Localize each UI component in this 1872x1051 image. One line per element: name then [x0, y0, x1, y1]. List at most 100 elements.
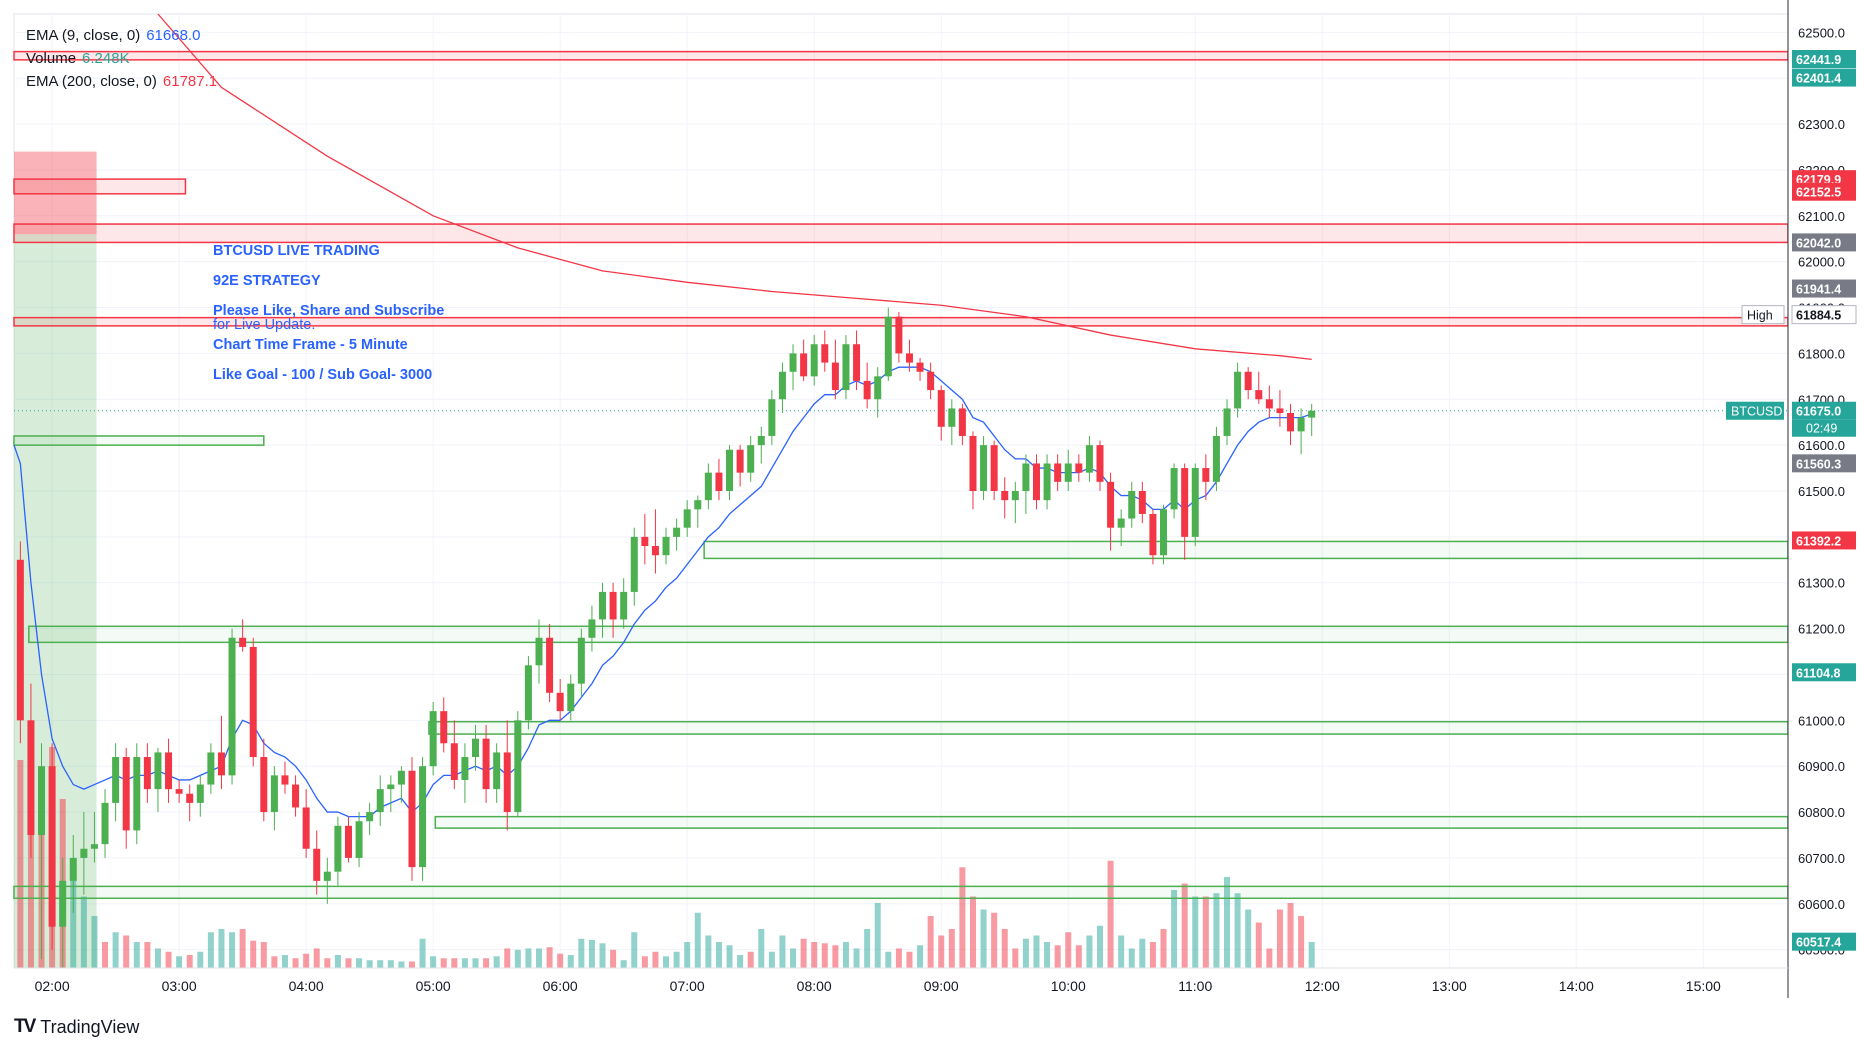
candle: [1244, 367, 1252, 400]
candle-body: [397, 770, 405, 785]
volume-bar: [345, 958, 352, 968]
y-tick-label: 60600.0: [1798, 897, 1845, 912]
volume-bar: [356, 958, 363, 968]
countdown-label: 02:49: [1806, 422, 1837, 436]
volume-bar: [525, 948, 532, 968]
candle: [1001, 477, 1009, 519]
candle-body: [313, 848, 321, 881]
candle: [1117, 509, 1125, 547]
ema200-line: [157, 13, 1312, 361]
volume-value: 6.248K: [82, 50, 130, 67]
candle: [440, 697, 448, 753]
candle-body: [535, 637, 543, 666]
candle: [334, 816, 342, 886]
volume-bar: [938, 935, 945, 968]
candle: [736, 445, 744, 487]
candle-body: [969, 435, 977, 491]
candle-body: [1064, 463, 1072, 482]
sr-zone: [428, 720, 1789, 735]
candle-body: [800, 353, 808, 377]
volume-bar: [1054, 945, 1061, 968]
volume-bar: [821, 943, 828, 968]
price-axis: [1788, 0, 1872, 998]
volume-bar: [461, 958, 468, 968]
x-tick-label: 03:00: [162, 978, 197, 994]
candle: [493, 743, 501, 803]
candle-body: [990, 445, 998, 491]
volume-bar: [239, 929, 246, 968]
candle: [101, 789, 109, 858]
candle: [90, 812, 98, 863]
volume-bar: [1044, 942, 1051, 968]
candle-body: [48, 766, 56, 927]
candle: [1202, 454, 1210, 501]
brand-name: TradingView: [40, 1016, 140, 1037]
volume-bar: [112, 932, 119, 968]
volume-bar: [663, 956, 670, 968]
candle: [1212, 426, 1220, 491]
legend-ema9[interactable]: EMA (9, close, 0) 61668.0: [26, 27, 201, 44]
candle: [133, 743, 141, 845]
volume-bar: [377, 960, 384, 968]
price-label: 62441.9: [1796, 53, 1841, 67]
candle-body: [165, 752, 173, 790]
tradingview-logo-icon: TV: [14, 1016, 36, 1037]
volume-bar: [694, 912, 701, 968]
x-tick-label: 09:00: [924, 978, 959, 994]
volume-bar: [620, 960, 627, 968]
note-timeframe: Chart Time Frame - 5 Minute: [213, 337, 408, 353]
volume-bar: [303, 953, 310, 968]
volume-bar: [1086, 935, 1093, 968]
legend-volume[interactable]: Volume 6.248K: [26, 50, 130, 67]
candle: [694, 495, 702, 528]
price-label-box: [1792, 233, 1856, 252]
x-tick-label: 12:00: [1305, 978, 1340, 994]
candle: [895, 312, 903, 363]
candle-body: [1054, 463, 1062, 482]
candle-body: [1085, 445, 1093, 473]
x-tick-label: 13:00: [1432, 978, 1467, 994]
candle-body: [651, 546, 659, 556]
price-label-box: [1792, 401, 1856, 420]
volume-bar: [895, 948, 902, 968]
candle: [1308, 403, 1316, 436]
candle: [355, 812, 363, 868]
volume-bar: [281, 955, 288, 968]
chart-notes: BTCUSD LIVE TRADING 92E STRATEGY Please …: [213, 243, 444, 397]
candle-body: [524, 665, 532, 721]
candle: [461, 743, 469, 803]
candle-body: [133, 757, 141, 831]
volume-bar: [1022, 938, 1029, 968]
candle: [1234, 362, 1242, 418]
sr-zone: [13, 435, 265, 446]
volume-bar: [980, 909, 987, 968]
volume-bar: [1149, 942, 1156, 968]
volume-bar: [483, 958, 490, 968]
volume-bar: [790, 948, 797, 968]
candle: [1022, 454, 1030, 514]
candle-body: [884, 316, 892, 377]
candle: [757, 426, 765, 464]
candle: [651, 509, 659, 574]
candle-body: [450, 743, 458, 780]
price-tag-box: [1726, 401, 1784, 420]
tradingview-brand[interactable]: TV TradingView: [14, 1016, 139, 1038]
volume-bar: [599, 943, 606, 968]
ema9-value: 61668.0: [146, 27, 201, 44]
volume-bar: [408, 961, 415, 968]
volume-bar: [197, 951, 204, 968]
candle-body: [1107, 481, 1115, 528]
price-label-box: [1792, 531, 1856, 550]
legend-ema200[interactable]: EMA (200, close, 0) 61787.1: [26, 73, 218, 90]
candle: [567, 674, 575, 721]
volume-bar: [324, 958, 331, 968]
candle-body: [1297, 417, 1305, 432]
candle-body: [239, 637, 247, 647]
candle: [1128, 481, 1136, 528]
candle-body: [694, 500, 702, 510]
volume-bar: [250, 940, 257, 968]
candle: [810, 335, 818, 386]
volume-bar: [218, 929, 225, 968]
candle-body: [175, 789, 183, 794]
